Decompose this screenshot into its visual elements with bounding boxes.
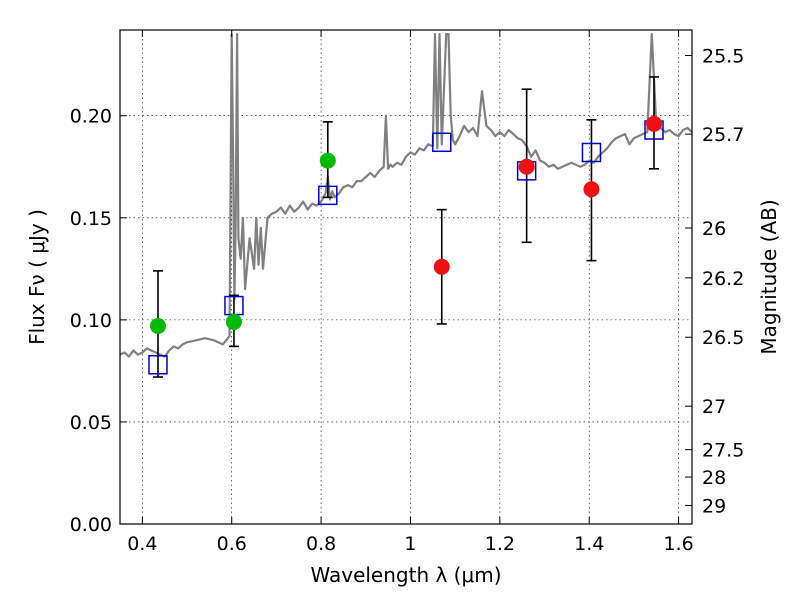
right-axis-ticks: 25.5 25.7 26 26.2 26.5 27 27.5 28 29 xyxy=(685,46,744,517)
right-tick-label: 27 xyxy=(702,396,726,418)
model-square-point xyxy=(148,355,168,375)
y-axis-label: Flux Fν ( μJy ) xyxy=(25,209,49,345)
x-axis-label: Wavelength λ (μm) xyxy=(310,563,501,587)
model-square-point xyxy=(581,142,602,163)
data-markers xyxy=(148,115,664,375)
x-tick-label: 0.6 xyxy=(217,533,247,555)
plot-frame xyxy=(119,29,693,525)
right-axis-label: Magnitude (AB) xyxy=(757,199,781,354)
y-tick-label: 0.20 xyxy=(70,106,112,128)
right-tick-label: 26.2 xyxy=(702,268,744,290)
right-tick-label: 25.7 xyxy=(702,124,744,146)
x-tick-label: 1.2 xyxy=(485,533,515,555)
model-square-point xyxy=(432,132,452,153)
y-tick-label: 0.05 xyxy=(70,412,112,434)
model-square-point xyxy=(318,185,338,206)
x-tick-label: 1.6 xyxy=(663,533,693,555)
right-tick-label: 29 xyxy=(702,495,726,517)
y-tick-label: 0.15 xyxy=(70,208,112,230)
red-data-point xyxy=(518,158,535,175)
green-data-point xyxy=(319,152,336,169)
y-tick-label: 0.10 xyxy=(70,310,112,332)
right-tick-label: 28 xyxy=(702,467,726,489)
red-data-point xyxy=(433,258,450,275)
red-data-point xyxy=(583,181,600,198)
x-axis-ticks: 0.4 0.6 0.8 1 1.2 1.4 1.6 xyxy=(127,30,694,555)
right-tick-label: 25.5 xyxy=(702,46,744,68)
red-data-point xyxy=(646,115,663,132)
green-data-point xyxy=(149,317,166,334)
x-tick-label: 1 xyxy=(404,533,416,555)
x-tick-label: 0.4 xyxy=(127,533,157,555)
x-tick-label: 0.8 xyxy=(306,533,336,555)
right-tick-label: 27.5 xyxy=(702,440,744,462)
green-data-point xyxy=(225,313,242,330)
y-tick-label: 0.00 xyxy=(70,514,112,536)
right-tick-label: 26 xyxy=(702,218,726,240)
x-tick-label: 1.4 xyxy=(574,533,604,555)
y-axis-ticks: 0.00 0.05 0.10 0.15 0.20 xyxy=(70,106,127,536)
right-tick-label: 26.5 xyxy=(702,327,744,349)
